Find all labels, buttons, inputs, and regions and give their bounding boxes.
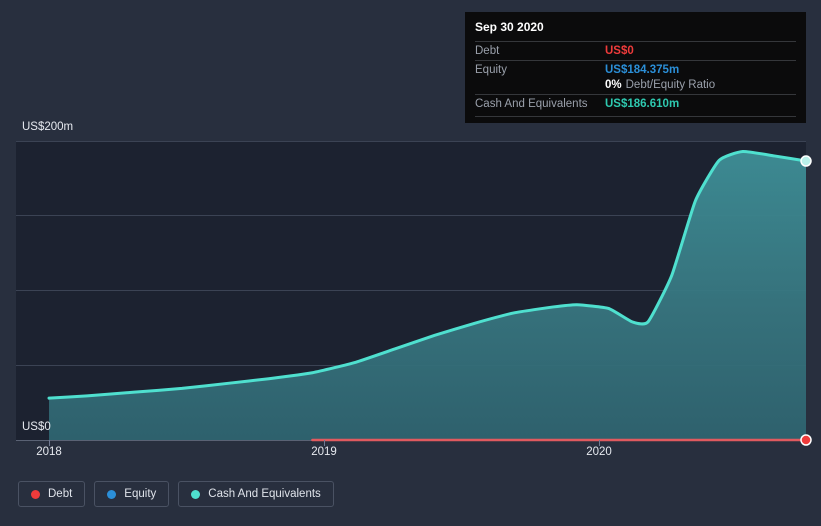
legend-label-equity: Equity xyxy=(124,488,157,500)
x-tick-label-2019: 2019 xyxy=(311,446,337,458)
y-axis-label-zero: US$0 xyxy=(22,421,51,433)
chart-tooltip: Sep 30 2020 Debt US$0 Equity US$184.375m… xyxy=(465,12,806,123)
tooltip-key-cash: Cash And Equivalents xyxy=(475,98,588,110)
legend-label-debt: Debt xyxy=(48,488,73,500)
tooltip-value-equity: US$184.375m xyxy=(605,64,680,76)
chart-legend: Debt Equity Cash And Equivalents xyxy=(18,481,334,507)
legend-dot-debt-icon xyxy=(31,489,40,499)
x-tick-mark-2020 xyxy=(599,440,600,446)
tooltip-label-ratio: Debt/Equity Ratio xyxy=(625,79,716,91)
legend-item-equity[interactable]: Equity xyxy=(94,481,170,507)
tooltip-key-debt: Debt xyxy=(475,45,500,57)
cash-area-series xyxy=(47,149,808,441)
legend-item-cash-and-equivalents[interactable]: Cash And Equivalents xyxy=(178,481,334,507)
gridline-100m xyxy=(16,290,806,291)
x-tick-label-2018: 2018 xyxy=(36,446,62,458)
series-endpoint-markers xyxy=(800,155,812,446)
legend-dot-cash-icon xyxy=(191,489,201,499)
tooltip-row-cash: Cash And Equivalents US$186.610m xyxy=(475,94,796,113)
y-axis-label-top: US$200m xyxy=(22,121,74,133)
tooltip-row-equity: Equity US$184.375m xyxy=(475,60,796,79)
tooltip-value-cash: US$186.610m xyxy=(605,98,680,110)
legend-dot-equity-icon xyxy=(107,489,117,499)
gridline-150m xyxy=(16,215,806,216)
tooltip-key-equity: Equity xyxy=(475,64,507,76)
tooltip-bottom-rule xyxy=(475,116,796,117)
tooltip-date-title: Sep 30 2020 xyxy=(475,20,544,34)
tooltip-ratio-group: 0% Debt/Equity Ratio xyxy=(605,79,715,91)
legend-item-debt[interactable]: Debt xyxy=(18,481,86,507)
tooltip-value-ratio: 0% xyxy=(605,79,622,91)
x-tick-mark-2018 xyxy=(49,440,50,446)
tooltip-row-debt: Debt US$0 xyxy=(475,41,796,60)
x-tick-mark-2019 xyxy=(324,440,325,446)
x-tick-label-2020: 2020 xyxy=(586,446,612,458)
legend-label-cash-and-equivalents: Cash And Equivalents xyxy=(208,488,321,500)
tooltip-value-debt: US$0 xyxy=(605,45,634,57)
tooltip-row-debt-equity-ratio: 0% Debt/Equity Ratio xyxy=(475,79,796,94)
gridline-200m xyxy=(16,141,806,142)
